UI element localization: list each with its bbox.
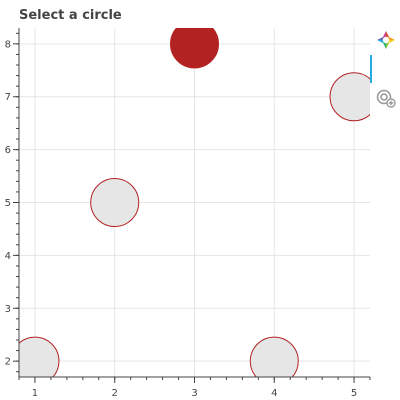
selected-circle[interactable] xyxy=(170,20,219,69)
toolbar xyxy=(370,28,400,400)
x-tick-label: 4 xyxy=(271,388,277,399)
y-tick-label: 2 xyxy=(5,357,11,368)
y-tick-label: 7 xyxy=(5,92,11,103)
y-tick-label: 5 xyxy=(5,198,11,209)
tap-tool-icon[interactable] xyxy=(374,86,398,110)
x-tick-label: 3 xyxy=(191,388,197,399)
y-tick-label: 4 xyxy=(5,251,11,262)
circle-point[interactable] xyxy=(329,72,378,122)
x-tick-label: 2 xyxy=(112,388,118,399)
chart-title: Select a circle xyxy=(19,8,122,23)
circle-point[interactable] xyxy=(249,336,299,385)
circle-glyphs[interactable] xyxy=(11,20,378,385)
circle-point[interactable] xyxy=(11,336,60,385)
x-tick-label: 1 xyxy=(32,388,38,399)
grid-lines xyxy=(19,28,370,377)
bokeh-logo-icon[interactable] xyxy=(374,28,398,52)
tick-labels: 1 2 3 4 5 2 3 4 5 6 7 8 xyxy=(5,39,358,399)
circle-point[interactable] xyxy=(90,178,140,227)
y-tick-label: 6 xyxy=(5,145,11,156)
x-tick-label: 5 xyxy=(351,388,357,399)
active-tool-indicator xyxy=(370,55,372,83)
y-tick-label: 3 xyxy=(5,304,11,315)
axes xyxy=(13,28,371,383)
y-tick-label: 8 xyxy=(5,39,11,50)
